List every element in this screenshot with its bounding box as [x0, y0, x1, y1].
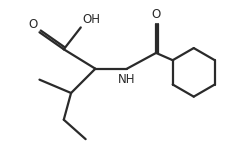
Text: NH: NH [118, 73, 136, 86]
Text: O: O [151, 8, 161, 21]
Text: OH: OH [82, 13, 100, 26]
Text: O: O [28, 18, 38, 31]
